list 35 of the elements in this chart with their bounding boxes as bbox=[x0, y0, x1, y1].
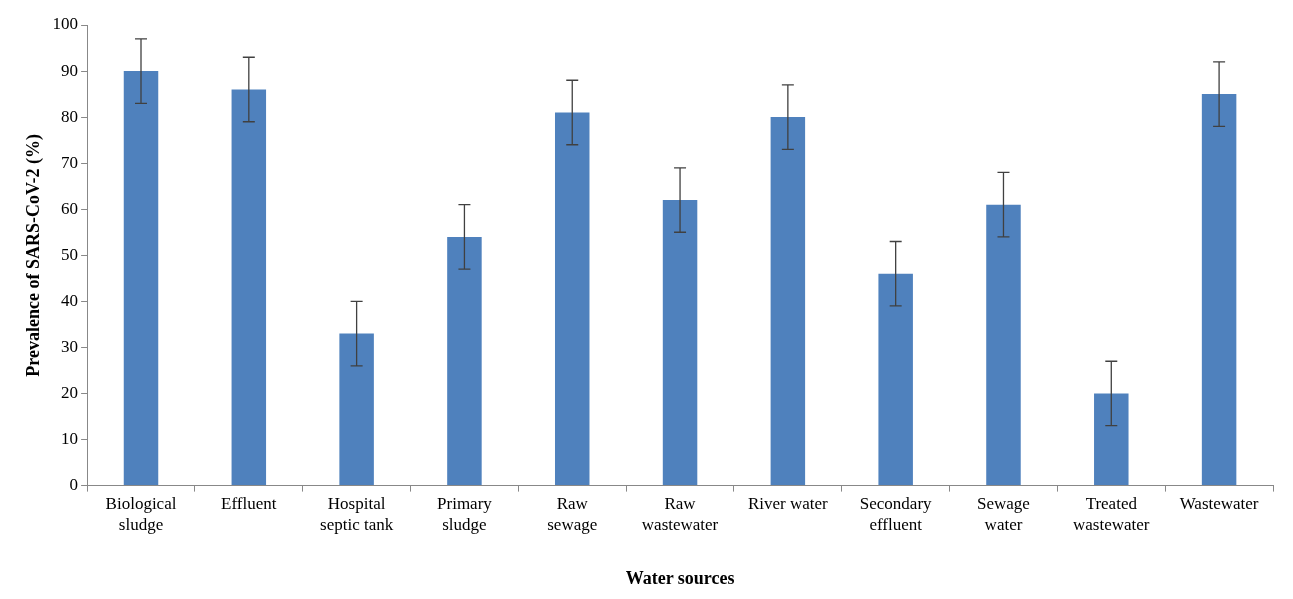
x-tick-label: Wastewater bbox=[1179, 494, 1259, 514]
x-tick-label: Biological sludge bbox=[105, 494, 177, 534]
y-tick-label: 70 bbox=[61, 152, 79, 172]
x-tick-label: Raw wastewater bbox=[641, 494, 719, 534]
bar bbox=[1201, 94, 1237, 486]
x-tick-label: Raw sewage bbox=[547, 494, 598, 534]
bar bbox=[662, 200, 698, 486]
bar bbox=[1094, 393, 1129, 486]
bar bbox=[554, 112, 590, 486]
y-tick-label: 30 bbox=[61, 336, 79, 356]
bar bbox=[339, 333, 374, 486]
x-axis-title: Water sources bbox=[625, 567, 735, 588]
bar bbox=[986, 204, 1021, 486]
y-tick-label: 80 bbox=[61, 106, 79, 126]
bar bbox=[447, 236, 482, 486]
x-tick-label: Secondary effluent bbox=[859, 494, 933, 534]
bar bbox=[231, 89, 267, 486]
y-tick-label: 40 bbox=[61, 290, 79, 310]
bar bbox=[770, 117, 806, 486]
bar bbox=[123, 71, 159, 486]
bar bbox=[878, 273, 913, 486]
y-tick-label: 10 bbox=[61, 429, 79, 449]
y-tick-label: 50 bbox=[61, 244, 79, 264]
x-tick-label: Primary sludge bbox=[437, 494, 493, 534]
x-tick-label: Treated wastewater bbox=[1073, 494, 1150, 534]
y-tick-label: 100 bbox=[52, 14, 79, 34]
y-tick-label: 60 bbox=[61, 198, 79, 218]
x-tick-label: Sewage water bbox=[977, 494, 1030, 534]
y-tick-label: 90 bbox=[61, 60, 79, 80]
y-tick-label: 20 bbox=[61, 382, 79, 402]
x-tick-label: River water bbox=[747, 494, 829, 514]
x-tick-label: Hospital septic tank bbox=[320, 494, 394, 534]
y-axis-title: Prevalence of SARS-CoV-2 (%) bbox=[23, 133, 45, 377]
x-tick-label: Effluent bbox=[221, 494, 277, 514]
y-tick-label: 0 bbox=[69, 475, 79, 495]
